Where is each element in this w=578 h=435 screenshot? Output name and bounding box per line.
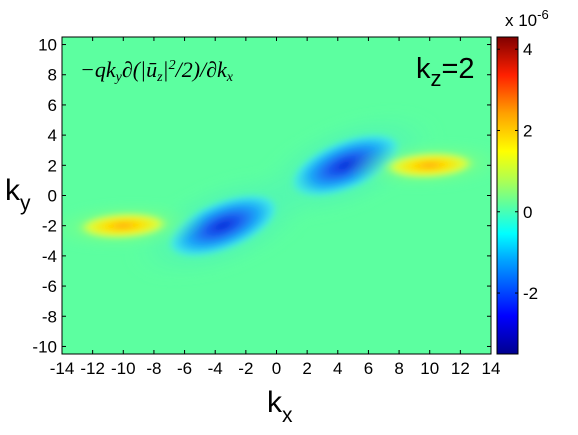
x-tick-label: -2 [238, 359, 253, 378]
x-axis-label: kx [267, 386, 293, 427]
x-tick-label: -8 [146, 359, 161, 378]
heatmap-feature-positive [73, 211, 174, 240]
x-tick-label: -14 [50, 359, 75, 378]
heatmap-feature-positive [379, 151, 480, 180]
x-tick-label: 2 [302, 359, 311, 378]
x-axis-label-main: k [267, 386, 283, 419]
x-tick-label: 0 [272, 359, 281, 378]
y-tick-label: -2 [42, 217, 57, 236]
x-tick-label: 12 [451, 359, 470, 378]
y-tick-label: -6 [42, 277, 57, 296]
colorbar-exponent-power: -6 [537, 7, 549, 22]
colorbar-exponent-label: x 10 [505, 11, 537, 30]
y-tick-label: -8 [42, 307, 57, 326]
x-tick-label: 8 [394, 359, 403, 378]
y-tick-label: 6 [48, 96, 57, 115]
x-tick-label: 10 [420, 359, 439, 378]
colorbar-tick-label: 4 [523, 40, 532, 59]
formula-annotation: −qky∂(|ūz|2/2)/∂kx [80, 57, 234, 85]
x-tick-label: -12 [80, 359, 105, 378]
y-axis-label: ky [5, 174, 31, 215]
x-tick-label: 6 [364, 359, 373, 378]
heatmap-feature-negative [164, 192, 282, 260]
y-axis-ticks: 10 8 6 4 2 0 -2 -4 -6 -8 -10 [32, 36, 491, 356]
y-tick-label: 2 [48, 156, 57, 175]
colorbar-tick-label: 2 [523, 121, 532, 140]
heatmap-plot-area [62, 37, 491, 354]
y-tick-label: 4 [48, 126, 57, 145]
colorbar-tick-label: -2 [523, 284, 538, 303]
panel-annotation: kz=2 [416, 53, 475, 91]
x-axis-label-sub: x [282, 404, 293, 427]
y-tick-label: -4 [42, 247, 57, 266]
colorbar-exponent: x 10-6 [505, 7, 549, 30]
x-tick-label: -6 [177, 359, 192, 378]
x-tick-label: -4 [208, 359, 223, 378]
y-tick-label: 0 [48, 187, 57, 206]
x-tick-label: -10 [111, 359, 136, 378]
x-tick-label: 14 [482, 359, 501, 378]
x-axis-ticks: -14 -12 -10 -8 -6 -4 -2 0 2 4 6 8 10 12 14 [50, 37, 501, 378]
y-axis-label-main: k [5, 174, 21, 207]
y-tick-label: 10 [38, 36, 57, 55]
colorbar-ticks: 4 2 0 -2 [497, 40, 538, 303]
y-tick-label: 8 [48, 66, 57, 85]
colorbar-tick-label: 0 [523, 203, 532, 222]
y-axis-label-sub: y [20, 192, 31, 215]
y-tick-label: -10 [32, 337, 57, 356]
colorbar [496, 36, 519, 355]
x-tick-label: 4 [333, 359, 342, 378]
